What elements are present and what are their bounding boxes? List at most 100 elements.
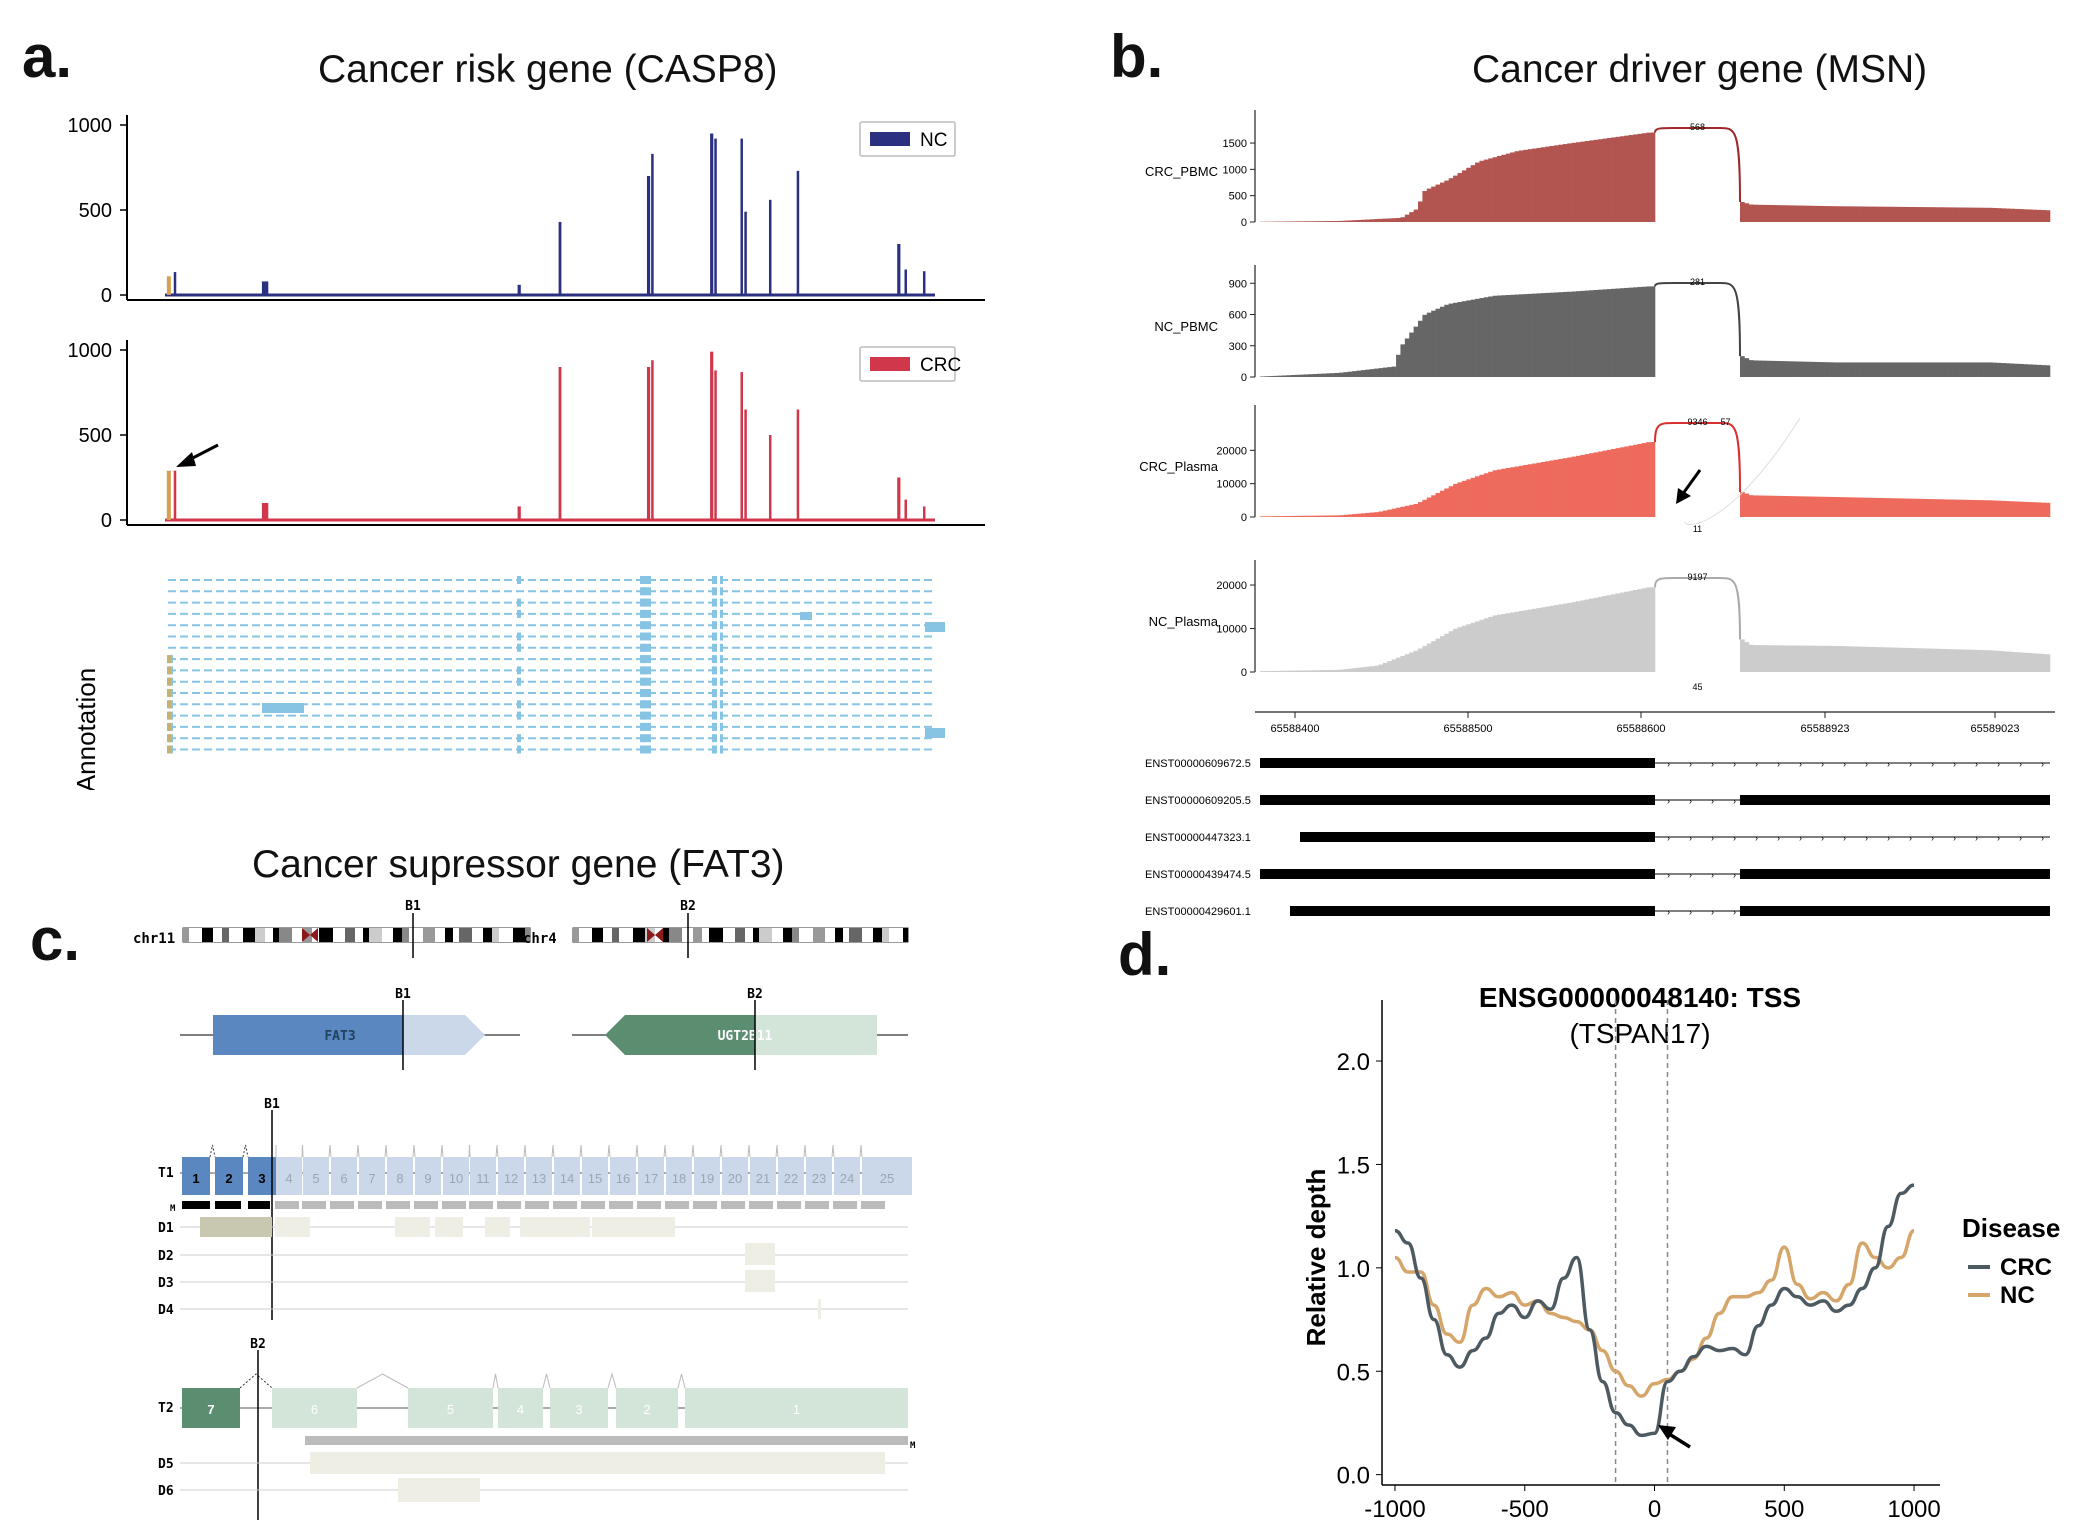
coverage-bar <box>1360 370 1366 377</box>
coverage-peak <box>714 370 717 520</box>
coverage-bar <box>1391 366 1397 377</box>
coverage-bar <box>1413 650 1419 672</box>
coverage-bar <box>1855 497 1860 517</box>
coverage-peak <box>710 351 714 520</box>
coverage-bar <box>1602 450 1608 517</box>
coverage-bar <box>2014 501 2020 517</box>
coverage-bar <box>1970 499 1976 517</box>
x-tick-label: 65589023 <box>1971 723 2020 735</box>
x-tick-label: 1000 <box>1887 1496 1940 1523</box>
coverage-bar <box>1992 362 1998 377</box>
coverage-bar <box>1418 502 1423 517</box>
domain-feature <box>745 1270 775 1292</box>
domain-block <box>248 1201 270 1209</box>
coverage-bar <box>1841 206 1847 222</box>
coverage-bar <box>1771 645 1776 672</box>
exon-block <box>712 609 717 618</box>
coverage-peak <box>897 244 901 295</box>
exon-block <box>517 711 521 720</box>
coverage-bar <box>1650 442 1656 517</box>
coverage-bar <box>1382 662 1388 672</box>
coverage-peak <box>646 367 651 520</box>
coverage-bar <box>1886 362 1891 377</box>
chrom-band <box>603 928 612 942</box>
coverage-bar <box>2041 210 2046 222</box>
coverage-peak <box>651 153 654 295</box>
t1-splice <box>328 1144 332 1158</box>
t2-exon-label: 1 <box>793 1402 800 1417</box>
exon-block <box>643 643 651 652</box>
coverage-bar <box>1330 669 1335 672</box>
coverage-bar <box>1810 205 1816 222</box>
coverage-bar <box>1422 646 1428 672</box>
t1-exon-label: 15 <box>588 1171 602 1186</box>
y-tick-label: 600 <box>1229 310 1247 322</box>
intron-arrow: › <box>1733 870 1736 880</box>
coverage-bar <box>1974 500 1980 517</box>
coverage-bar <box>1961 649 1967 672</box>
coverage-bar <box>1466 167 1471 222</box>
coverage-bar <box>1470 477 1476 517</box>
coverage-bar <box>1740 639 1745 672</box>
chart-subtitle: (TSPAN17) <box>1569 1018 1710 1049</box>
coverage-bar <box>1352 514 1357 517</box>
coverage-bar <box>1360 513 1366 517</box>
coverage-bar <box>1740 492 1745 517</box>
coverage-bar <box>1886 498 1891 517</box>
coverage-bar <box>1426 188 1432 222</box>
coverage-bar <box>1339 372 1344 377</box>
coverage-bar <box>1558 292 1564 377</box>
y-tick-label: 20000 <box>1216 445 1247 457</box>
coverage-bar <box>1448 178 1454 222</box>
coverage-bar <box>1308 670 1313 672</box>
coverage-bar <box>1766 204 1772 222</box>
t1-exon-label: 11 <box>476 1171 490 1186</box>
chrom-band <box>213 928 222 942</box>
chrom-band <box>382 928 393 942</box>
y-tick-label: 0 <box>1241 217 1247 229</box>
coverage-bar <box>1926 207 1931 222</box>
coverage-bar <box>1360 219 1366 222</box>
t1-splice <box>468 1144 471 1158</box>
coverage-bar <box>1317 373 1322 377</box>
coverage-bar <box>1602 596 1608 672</box>
coverage-bar <box>1850 362 1856 377</box>
x-tick-label: 500 <box>1764 1496 1804 1523</box>
coverage-bar <box>1597 289 1603 377</box>
coverage-bar <box>1514 294 1520 377</box>
t1-exon-label: 7 <box>368 1171 375 1186</box>
coverage-bar <box>2019 363 2024 377</box>
coverage-bar <box>2005 651 2011 672</box>
coverage-bar <box>1784 645 1790 672</box>
coverage-bar <box>1488 296 1493 377</box>
chrom-band <box>525 928 530 942</box>
coverage-bar <box>1921 362 1927 377</box>
junction-arc <box>1654 282 1741 357</box>
coverage-bar <box>1514 151 1520 222</box>
coverage-bar <box>1988 207 1993 222</box>
t1-exon <box>526 1157 552 1195</box>
coverage-bar <box>1864 497 1869 517</box>
coverage-bar <box>1461 480 1467 517</box>
coverage-bar <box>1400 655 1406 672</box>
t2-exon-label: 2 <box>643 1402 650 1417</box>
exon-block <box>167 689 171 697</box>
coverage-bar <box>1365 219 1371 222</box>
t1-exon-label: 10 <box>449 1171 463 1186</box>
coverage-bar <box>1766 645 1772 672</box>
t1-exon-label: 20 <box>728 1171 742 1186</box>
coverage-bar <box>1562 458 1568 517</box>
chrom-band <box>363 928 369 942</box>
coverage-bar <box>1903 498 1909 517</box>
coverage-bar <box>1624 135 1629 222</box>
coverage-bar <box>1930 207 1936 222</box>
coverage-bar <box>1903 647 1909 672</box>
exon-block <box>643 689 651 697</box>
intron-arrow: › <box>1777 833 1780 843</box>
coverage-bar <box>1633 287 1638 377</box>
coverage-bar <box>1992 207 1998 222</box>
coverage-bar <box>1558 144 1564 222</box>
coverage-bar <box>1549 145 1555 222</box>
coverage-bar <box>1744 493 1750 517</box>
y-tick-label: 1500 <box>1223 138 1247 150</box>
